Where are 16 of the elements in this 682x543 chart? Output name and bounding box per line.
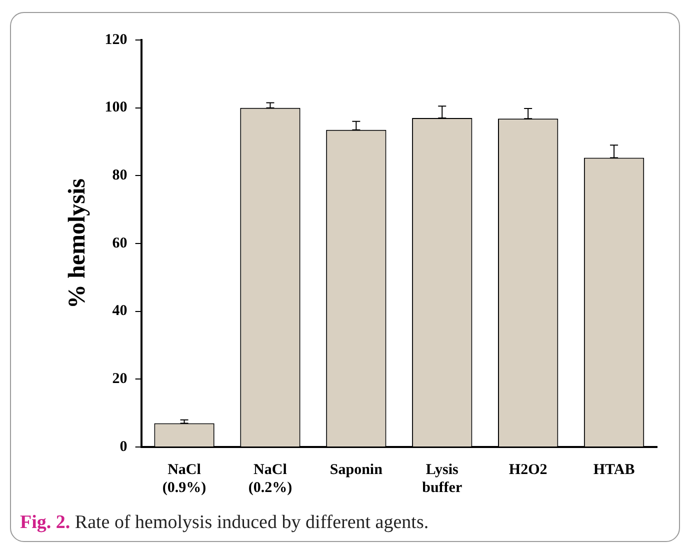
caption: Fig. 2.: [20, 512, 72, 533]
x-tick-label: Lysis buffer: [422, 462, 462, 496]
y-tick-label: 100: [104, 100, 128, 116]
y-axis-title: % hemolysis: [64, 178, 91, 309]
x-tick-label: NaCl (0.9%): [162, 462, 206, 496]
y-tick-label: 40: [112, 303, 128, 320]
y-tick-label: 120: [104, 32, 128, 48]
x-tick-label: H2O2: [508, 462, 548, 478]
y-tick-label: 80: [112, 168, 128, 184]
x-tick-label: Saponin: [330, 462, 384, 478]
x-tick-label: HTAB: [593, 462, 635, 478]
text: Rate of hemolysis induced by different agents.: [74, 512, 429, 533]
y-tick-label: 60: [112, 235, 128, 252]
y-tick-label: 20: [112, 371, 128, 388]
x-tick-label: NaCl (0.2%): [248, 462, 292, 496]
y-tick-label: 0: [120, 438, 128, 455]
